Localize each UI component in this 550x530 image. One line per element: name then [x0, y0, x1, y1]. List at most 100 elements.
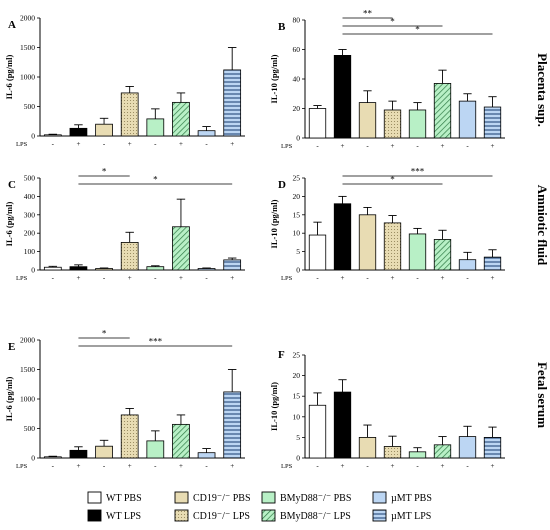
legend-item: µMT PBS — [372, 491, 432, 504]
legend-item: BMyD88⁻/⁻ LPS — [261, 509, 351, 522]
bar — [146, 440, 165, 459]
row-title-placenta: Placenta sup. — [535, 53, 550, 127]
lps-sign: - — [103, 140, 106, 148]
bar — [483, 256, 502, 271]
bar — [120, 241, 139, 271]
lps-sign: - — [416, 462, 419, 470]
bar — [333, 391, 352, 459]
bar — [308, 404, 327, 459]
y-tick-label: 10 — [293, 229, 301, 238]
lps-sign: + — [179, 140, 183, 148]
legend-label: CD19⁻/⁻ LPS — [193, 511, 250, 522]
legend-item: BMyD88⁻/⁻ PBS — [261, 491, 351, 504]
bar — [408, 233, 427, 271]
lps-sign: + — [179, 274, 183, 282]
y-axis-label: IL-6 (pg/ml) — [4, 55, 14, 100]
bar — [308, 234, 327, 271]
legend-label: BMyD88⁻/⁻ LPS — [280, 511, 351, 522]
bar — [358, 102, 377, 139]
y-tick-label: 200 — [24, 229, 36, 238]
legend-swatch — [87, 491, 102, 504]
bar — [120, 414, 139, 459]
y-tick-label: 25 — [293, 174, 301, 183]
legend-item: WT LPS — [87, 509, 141, 522]
lps-sign: + — [341, 462, 345, 470]
panel-e: E IL-6 (pg/ml) 0 500 1000 1500 2000 LPS - + - + - + - +… — [4, 329, 245, 470]
lps-sign: + — [76, 140, 80, 148]
bar — [223, 69, 242, 137]
bar — [358, 214, 377, 271]
bar — [146, 266, 165, 271]
bar — [43, 134, 62, 137]
lps-sign: - — [154, 274, 157, 282]
panel-letter: D — [278, 179, 286, 191]
y-tick-label: 1500 — [20, 43, 35, 52]
y-tick-label: 80 — [293, 16, 301, 25]
lps-sign: + — [76, 274, 80, 282]
bar — [146, 118, 165, 137]
bar — [433, 444, 452, 459]
lps-sign: + — [491, 462, 495, 470]
y-axis-label: IL-10 (pg/ml) — [269, 54, 279, 103]
legend-swatch — [87, 509, 102, 522]
legend-item: µMT LPS — [372, 509, 431, 522]
legend-item: CD19⁻/⁻ PBS — [174, 491, 251, 504]
y-axis-label: IL-6 (pg/ml) — [4, 377, 14, 422]
bar — [172, 423, 190, 459]
y-axis-label: IL-10 (pg/ml) — [269, 199, 279, 248]
significance-label: *** — [149, 337, 163, 347]
lps-label: LPS — [281, 275, 293, 282]
legend-label: WT PBS — [106, 493, 142, 504]
significance-label: * — [102, 167, 107, 177]
bar — [172, 226, 190, 271]
y-tick-label: 500 — [24, 174, 36, 183]
lps-label: LPS — [281, 143, 293, 150]
bar — [43, 456, 62, 459]
lps-sign: + — [341, 142, 345, 150]
lps-label: LPS — [16, 275, 28, 282]
y-tick-label: 1000 — [20, 73, 35, 82]
legend-label: µMT LPS — [391, 511, 431, 522]
lps-sign: + — [230, 274, 234, 282]
bar — [408, 451, 427, 459]
legend: WT PBS WT LPS CD19⁻/⁻ PBS CD19⁻/⁻ LPS BMyD88… — [87, 491, 432, 522]
bar — [120, 92, 139, 137]
y-tick-label: 500 — [24, 424, 36, 433]
lps-sign: - — [466, 462, 469, 470]
bar — [197, 452, 216, 459]
lps-sign: - — [52, 140, 55, 148]
lps-sign: + — [128, 274, 132, 282]
legend-swatch — [261, 491, 276, 504]
bar — [383, 109, 402, 139]
lps-sign: - — [366, 462, 369, 470]
bar — [458, 100, 477, 139]
y-tick-label: 1500 — [20, 365, 35, 374]
lps-sign: - — [205, 274, 208, 282]
y-tick-label: 10 — [293, 412, 301, 421]
bar — [197, 268, 216, 271]
legend-label: µMT PBS — [391, 493, 432, 504]
y-tick-label: 5 — [296, 247, 300, 256]
significance-label: * — [153, 175, 158, 185]
y-tick-label: 5 — [296, 433, 300, 442]
y-tick-label: 15 — [293, 210, 301, 219]
legend-item: WT PBS — [87, 491, 142, 504]
lps-sign: + — [128, 140, 132, 148]
lps-sign: - — [205, 140, 208, 148]
bar — [333, 203, 352, 271]
bar — [383, 222, 402, 271]
lps-sign: + — [441, 462, 445, 470]
panel-letter: F — [278, 349, 285, 361]
bar — [308, 108, 327, 139]
y-axis-label: IL-6 (pg/ml) — [4, 202, 14, 247]
significance-label: * — [415, 25, 420, 35]
lps-sign: + — [76, 462, 80, 470]
legend-swatch — [174, 491, 189, 504]
bar — [433, 83, 452, 139]
lps-sign: + — [441, 142, 445, 150]
y-tick-label: 15 — [293, 392, 301, 401]
y-tick-label: 2000 — [20, 14, 35, 23]
